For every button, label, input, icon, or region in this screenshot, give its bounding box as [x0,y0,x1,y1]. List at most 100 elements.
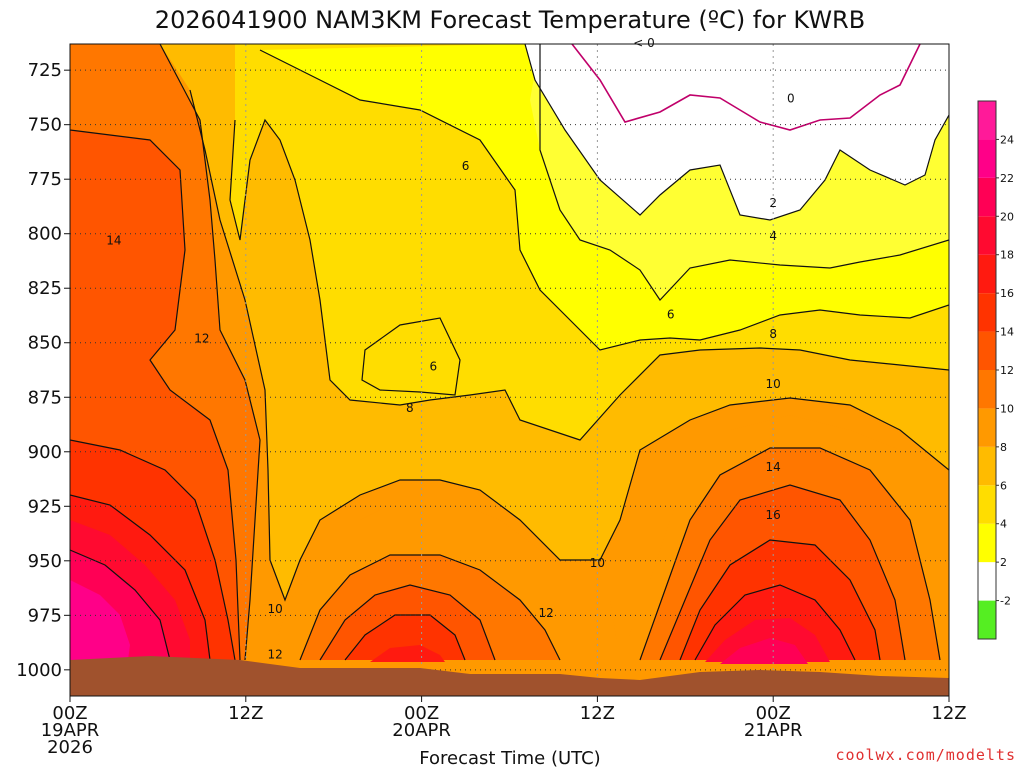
colorbar-swatch-1 [978,562,996,601]
isoline-14-mid [319,584,496,661]
isoline-6 [259,49,949,351]
isoline-2 [524,44,949,221]
x-tick-label-0-2: 2026 [47,737,93,758]
colorbar-swatch-8 [978,293,996,332]
contour-label-6: 8 [406,401,414,415]
isoline-16-right [679,539,881,661]
plot-area: 0 2 4 6 6 6 8 8 10 10 10 12 12 12 14 14 16 [70,44,949,696]
isoline-20-left [70,549,171,661]
contour-label-8: 10 [766,377,781,391]
colorbar-label-0: -2 [1000,595,1011,608]
temp-band-below-2 [525,44,949,220]
cold-region-label: < 0 [633,36,655,50]
colorbar-swatch-7 [978,331,996,370]
y-tick-label-900: 900 [28,442,62,463]
isoline-0 [571,44,921,131]
isoline-16-mid [344,614,466,661]
temp-band-above-24-left [70,580,130,660]
colorbar-swatch-2 [978,523,996,563]
colorbar-swatch-13 [978,101,996,140]
x-tick-label-2-1: 20APR [392,720,451,741]
contour-label-12: 12 [538,606,553,620]
x-tick-label-1-0: 12Z [228,703,263,724]
isoline-12-mid [299,554,561,661]
x-tick-label-5-0: 12Z [931,703,966,724]
isoline-8 [229,118,949,441]
temp-band-6-8-island [362,318,460,395]
colorbar-label-9: 18 [1000,249,1014,262]
colorbar-swatch-10 [978,216,996,255]
colorbar-label-3: 6 [1000,479,1007,492]
surface-terrain [70,656,949,696]
contour-label-13: 12 [267,648,282,662]
plot-frame [69,43,950,697]
contour-label-0: 0 [787,92,795,106]
colorbar-label-5: 10 [1000,402,1014,415]
contour-label-3: 6 [462,159,470,173]
colorbar-label-6: 12 [1000,364,1014,377]
colorbar-swatch-12 [978,139,996,178]
contour-label-15: 14 [766,460,781,474]
y-tick-label-925: 925 [28,496,62,517]
contour-label-5: 6 [667,307,675,321]
y-tick-label-775: 775 [28,169,62,190]
contour-label-1: 2 [769,196,777,210]
y-tick-label-975: 975 [28,605,62,626]
isoline-18-right [694,584,856,661]
colorbar-label-1: 2 [1000,556,1007,569]
isoline-14-right [659,484,906,661]
isoline-4 [539,44,949,301]
y-tick-label-950: 950 [28,551,62,572]
y-tick-label-875: 875 [28,387,62,408]
contour-label-2: 4 [769,229,777,243]
colorbar-label-8: 16 [1000,287,1014,300]
y-tick-label-1000: 1000 [16,660,62,681]
contour-label-9: 10 [590,556,605,570]
contour-label-7: 8 [769,327,777,341]
temp-band-16-18-mid [345,615,465,660]
isolines [70,44,949,661]
x-tick-label-0-0: 00Z [52,703,87,724]
watermark: coolwx.com/modelts [835,746,1016,764]
x-axis-label: Forecast Time (UTC) [419,748,600,768]
y-tick-label-850: 850 [28,333,62,354]
x-tick-label-0-1: 19APR [41,720,100,741]
isoline-12-right [639,447,941,661]
contour-labels: 0 2 4 6 6 6 8 8 10 10 10 12 12 12 14 14 16 [106,92,795,662]
temp-band-22-24-right [720,638,808,664]
y-tick-label-750: 750 [28,115,62,136]
colorbar-swatch-4 [978,446,996,486]
contour-label-4: 6 [429,360,437,374]
y-tick-label-800: 800 [28,224,62,245]
isoline-10 [189,89,949,602]
grid [70,44,949,696]
isoline-16-left [70,439,236,661]
colorbar-swatch-5 [978,408,996,447]
y-axis: 725 750 775 800 825 850 875 900 925 950 975 1000 [16,60,70,681]
colorbar-swatch-0 [978,600,996,639]
colorbar-swatch-6 [978,370,996,409]
x-tick-label-4-1: 21APR [744,720,803,741]
colorbar-swatch-9 [978,254,996,294]
isoline-6-island [361,317,461,396]
colorbar-label-7: 14 [1000,326,1014,339]
isoline-14-left [70,129,241,661]
contour-label-10: 10 [267,602,282,616]
y-tick-label-725: 725 [28,60,62,81]
colorbar-swatch-3 [978,485,996,524]
contour-label-11: 12 [194,331,209,345]
colorbar-label-11: 22 [1000,172,1014,185]
x-tick-label-2-0: 00Z [404,703,439,724]
isoline-12-left [159,44,261,661]
colorbar-swatch-11 [978,177,996,217]
temp-band-18-20-mid [370,645,445,662]
colorbar-label-4: 8 [1000,441,1007,454]
isoline-18-left [70,494,211,661]
chart-title: 2026041900 NAM3KM Forecast Temperature (… [155,6,865,34]
contour-label-16: 16 [766,508,781,522]
y-tick-label-825: 825 [28,278,62,299]
colorbar-label-12: 24 [1000,133,1014,146]
